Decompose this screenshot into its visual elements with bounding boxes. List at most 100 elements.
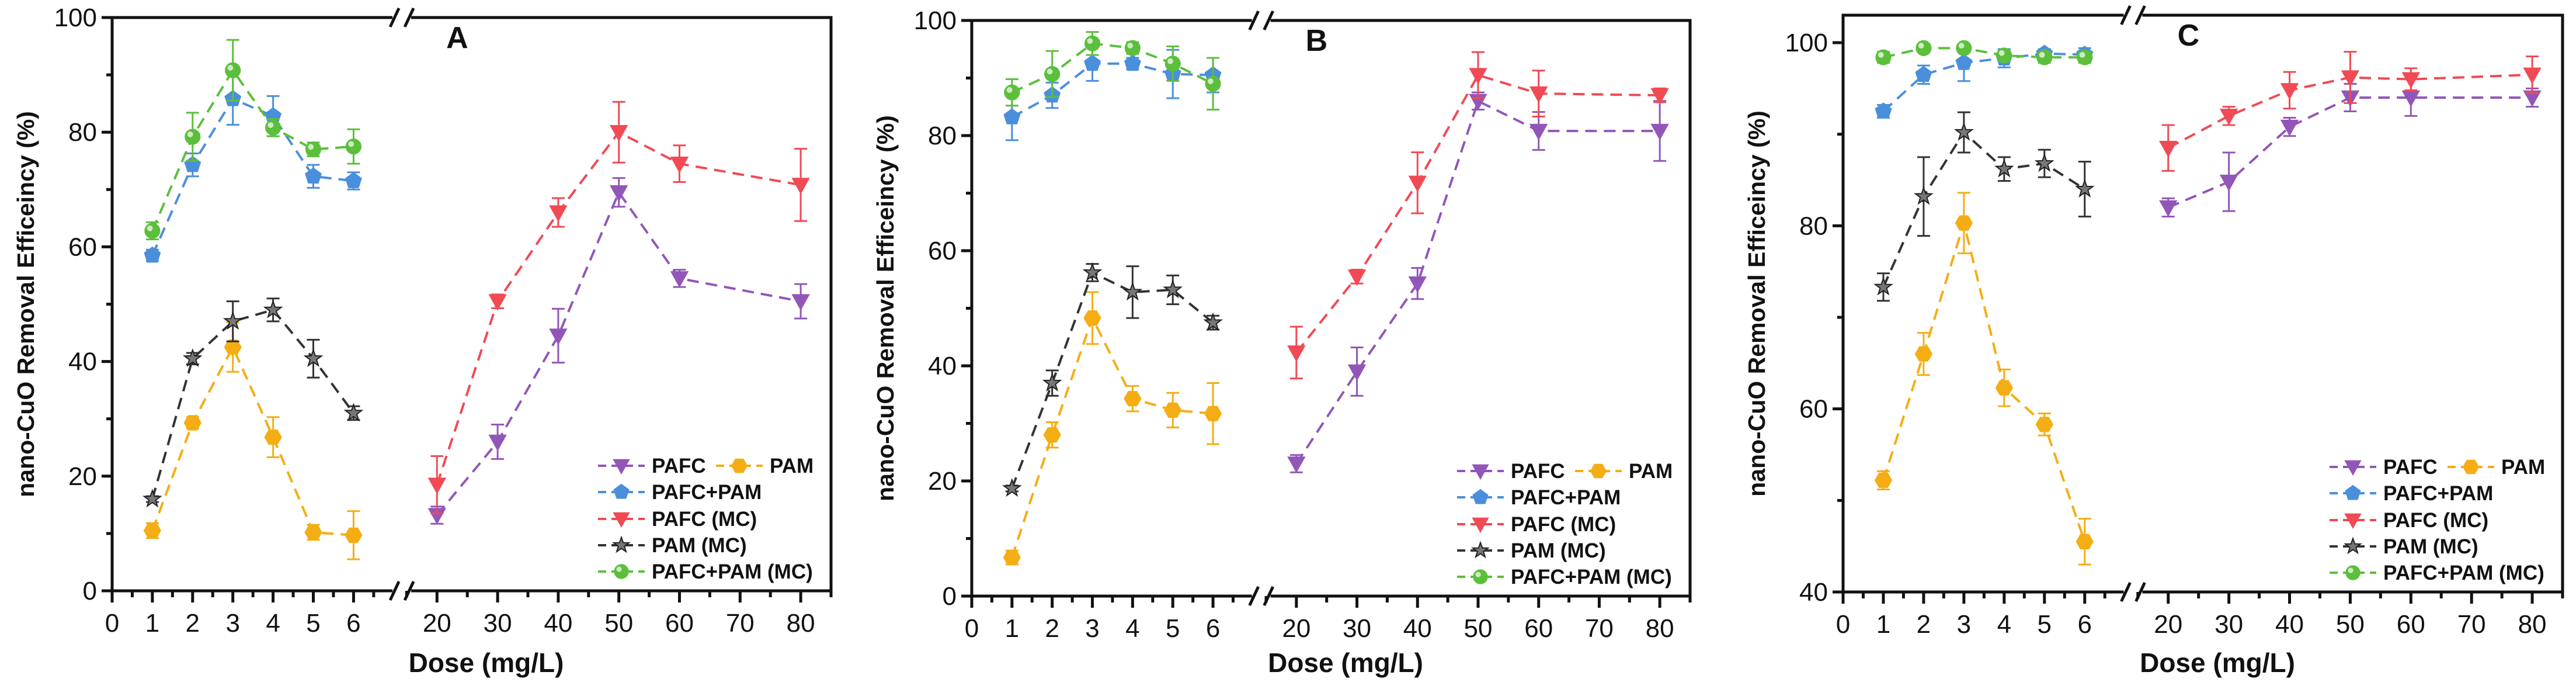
series-line	[1295, 74, 1660, 354]
series-line	[436, 130, 801, 486]
legend-marker	[2462, 459, 2480, 475]
data-point	[488, 294, 507, 311]
y-tick-label: 40	[928, 352, 957, 380]
y-tick-label: 20	[928, 467, 957, 496]
data-point	[1042, 372, 1062, 392]
x-tick-label: 40	[2275, 610, 2304, 639]
x-tick-label: 5	[306, 609, 320, 638]
x-tick-label: 20	[1282, 614, 1310, 643]
data-point	[265, 119, 281, 136]
data-point-highlight	[2039, 51, 2045, 58]
data-point	[1003, 108, 1021, 124]
data-point	[1083, 310, 1101, 326]
data-point-highlight	[1127, 43, 1134, 49]
y-tick-label: 40	[1799, 578, 1828, 607]
data-point	[1347, 364, 1367, 381]
data-point-highlight	[1207, 78, 1214, 85]
x-tick-label: 4	[1997, 610, 2011, 639]
axis-break-mark	[2135, 5, 2146, 26]
x-tick-label: 80	[2518, 610, 2547, 639]
data-point	[2401, 72, 2420, 89]
axis-break-mark	[388, 7, 401, 28]
x-tick-label: 3	[225, 609, 239, 638]
x-tick-label: 6	[1206, 614, 1220, 643]
data-point	[1124, 54, 1141, 71]
x-tick-label: 30	[1343, 614, 1371, 643]
y-tick-label: 100	[1785, 29, 1828, 57]
data-point	[2280, 83, 2299, 100]
x-tick-label: 60	[1524, 614, 1553, 643]
x-tick-label: 0	[1836, 610, 1850, 639]
data-point-highlight	[1047, 68, 1053, 75]
x-tick-label: 0	[105, 609, 119, 638]
y-tick-label: 40	[68, 348, 97, 376]
data-point-highlight	[1878, 51, 1884, 58]
data-point-highlight	[1918, 43, 1924, 49]
legend-marker	[613, 512, 630, 528]
data-point	[304, 524, 322, 541]
legend-marker	[1471, 541, 1490, 559]
legend-item: PAFC	[598, 455, 706, 477]
legend-item: PAM	[716, 455, 814, 477]
data-point-highlight	[267, 122, 274, 129]
legend-item: PAM	[2448, 456, 2545, 479]
data-point	[1469, 68, 1487, 85]
data-point	[345, 172, 362, 188]
data-point	[2523, 67, 2542, 84]
legend-item: PAFC+PAM (MC)	[598, 560, 813, 583]
data-point	[1875, 49, 1892, 65]
data-point	[142, 489, 162, 508]
data-point	[1994, 158, 2014, 178]
x-tick-label: 70	[2457, 610, 2486, 639]
data-point	[2341, 70, 2360, 87]
data-point	[1875, 102, 1892, 119]
legend-marker	[2344, 536, 2362, 555]
panel-c: 40 60 80 100 0 1 2 3 4 5 6 20 30 40 50 60 70 80 Dose (mg/L…	[1743, 5, 2564, 678]
x-tick-label: 40	[1403, 614, 1432, 643]
series-line	[1010, 271, 1214, 489]
x-tick-label: 30	[484, 609, 512, 638]
data-point	[1955, 54, 1973, 70]
data-point	[2219, 109, 2238, 126]
axis-break-mark	[1248, 586, 1260, 607]
data-point-highlight	[1087, 38, 1093, 44]
data-point	[488, 434, 507, 451]
legend-item: PAFC	[2330, 456, 2438, 479]
data-point	[1873, 276, 1893, 296]
series-line	[1882, 52, 2085, 112]
data-point-highlight	[187, 131, 193, 137]
y-tick-label: 0	[943, 582, 957, 611]
series-pafc-pam-mc-	[1875, 40, 2093, 65]
series-pam-mc-	[1002, 262, 1223, 497]
series-line	[436, 190, 801, 516]
x-tick-label: 50	[2336, 610, 2365, 639]
legend-label: PAFC (MC)	[2383, 509, 2488, 532]
data-point	[1529, 86, 1548, 103]
y-tick-label: 60	[68, 233, 97, 261]
data-point	[1650, 123, 1669, 141]
x-tick-label: 50	[1464, 614, 1493, 643]
legend-marker	[1590, 463, 1607, 479]
data-point	[2036, 49, 2053, 65]
legend-marker	[1472, 489, 1489, 504]
legend: PAFC PAM PAFC+PAM PAFC (MC) PAM (MC) PAFC+PAM…	[1457, 460, 1673, 588]
data-point-highlight	[147, 225, 153, 231]
data-point-highlight	[1167, 58, 1173, 64]
legend-marker-highlight	[1475, 572, 1481, 577]
x-tick-label: 3	[1957, 610, 1971, 639]
data-point	[2074, 178, 2095, 198]
x-tick-label: 1	[145, 609, 159, 638]
data-point	[2034, 153, 2054, 172]
data-point	[183, 415, 201, 431]
legend-label: PAFC (MC)	[1511, 513, 1616, 536]
data-point	[345, 527, 363, 543]
series-pafc-mc-	[1287, 51, 1669, 380]
y-tick-label: 80	[928, 122, 957, 150]
data-point	[1084, 35, 1101, 52]
x-tick-label: 1	[1876, 610, 1890, 639]
series-pafc-pam-mc-	[144, 39, 362, 241]
legend-marker	[1472, 517, 1489, 534]
panel-letter: A	[446, 21, 468, 55]
data-point	[1002, 478, 1022, 497]
